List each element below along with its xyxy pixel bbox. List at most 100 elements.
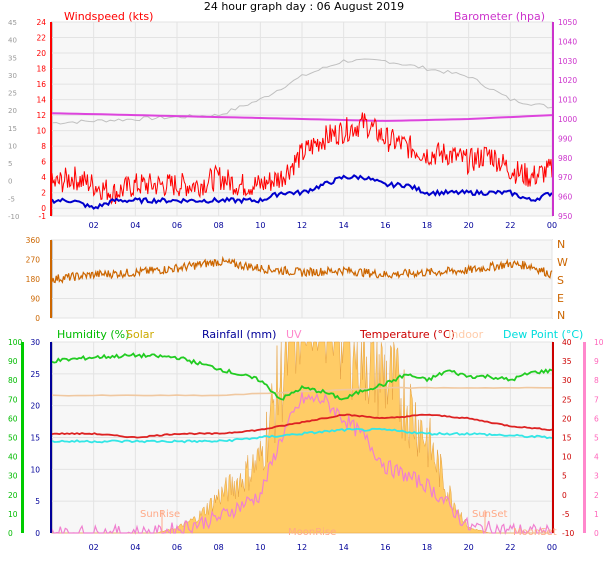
x-tick-label: 10 (255, 543, 265, 552)
outer-tick-label: 45 (8, 19, 17, 27)
baro-tick-label: 960 (558, 193, 573, 202)
temperature-tick-label: 5 (562, 472, 567, 481)
baro-tick-label: 970 (558, 173, 573, 182)
wind-tick-label: -1 (39, 212, 47, 221)
uv-tick-label: 8 (594, 376, 599, 385)
x-tick-label: 00 (547, 543, 557, 552)
outer-tick-label: 20 (8, 107, 17, 115)
x-tick-label: 08 (214, 543, 224, 552)
rainfall-tick-label: 0 (35, 529, 40, 538)
wind-tick-label: 10 (36, 127, 46, 136)
x-tick-label: 12 (297, 221, 307, 230)
legend-rainfall: Rainfall (mm) (202, 328, 276, 341)
rainfall-tick-label: 30 (30, 338, 40, 347)
humidity-tick-label: 40 (8, 453, 18, 462)
x-tick-label: 22 (505, 221, 515, 230)
humidity-tick-label: 0 (8, 529, 13, 538)
humidity-tick-label: 70 (8, 395, 18, 404)
x-tick-label: 20 (464, 543, 474, 552)
x-tick-label: 12 (297, 543, 307, 552)
humidity-tick-label: 50 (8, 434, 18, 443)
uv-line (51, 392, 552, 535)
x-tick-label: 20 (464, 221, 474, 230)
uv-tick-label: 2 (594, 491, 599, 500)
temperature-tick-label: 15 (562, 434, 572, 443)
dir-label-s: S (557, 274, 564, 287)
dir-label-n-top: N (557, 238, 565, 251)
uv-tick-label: 9 (594, 357, 599, 366)
temperature-tick-label: 30 (562, 376, 572, 385)
dir-label-w: W (557, 256, 568, 269)
direction-tick-label: 0 (35, 314, 40, 323)
wind-tick-label: 8 (41, 142, 46, 151)
rainfall-tick-label: 20 (30, 402, 40, 411)
rainfall-tick-label: 5 (35, 497, 40, 506)
baro-tick-label: 980 (558, 154, 573, 163)
uv-tick-label: 3 (594, 472, 599, 481)
wind-gust-line (51, 112, 553, 205)
outer-tick-label: 25 (8, 90, 17, 98)
legend-uv: UV (286, 328, 302, 341)
rainfall-tick-label: 10 (30, 465, 40, 474)
wind-tick-label: 6 (41, 158, 46, 167)
x-tick-label: 18 (422, 221, 432, 230)
x-tick-label: 16 (380, 221, 390, 230)
direction-tick-label: 180 (26, 275, 41, 284)
humidity-tick-label: 100 (8, 338, 23, 347)
baro-tick-label: 1030 (558, 57, 577, 66)
wind-tick-label: 22 (36, 34, 46, 43)
chart-title: 24 hour graph day : 06 August 2019 (204, 0, 404, 13)
legend-indoor: Indoor (448, 328, 484, 341)
windspeed-axis-label: Windspeed (kts) (64, 10, 153, 23)
uv-axis-bar (583, 342, 586, 533)
direction-tick-label: 360 (26, 236, 41, 245)
x-tick-label: 08 (214, 221, 224, 230)
temperature-tick-label: 40 (562, 338, 572, 347)
outer-tick-label: -10 (8, 213, 19, 221)
x-tick-label: 16 (380, 543, 390, 552)
annotation-sunrise: SunRise (140, 509, 180, 520)
wind-tick-label: 20 (36, 49, 46, 58)
legend-humidity: Humidity (%) (57, 328, 129, 341)
x-tick-label: 04 (130, 543, 140, 552)
annotation-moonrise: MoonRise (288, 527, 336, 538)
humidity-line (51, 352, 553, 401)
temperature-tick-label: -10 (562, 529, 574, 538)
temperature-tick-label: -5 (562, 510, 570, 519)
x-tick-label: 10 (255, 221, 265, 230)
temperature-tick-label: 20 (562, 414, 572, 423)
x-tick-label: 00 (547, 221, 557, 230)
outer-tick-label: 30 (8, 72, 17, 80)
humidity-tick-label: 10 (8, 510, 18, 519)
wind-tick-label: 24 (36, 18, 46, 27)
wind-direction-line (51, 255, 553, 284)
x-tick-label: 02 (89, 221, 99, 230)
uv-tick-label: 0 (594, 529, 599, 538)
dir-label-e: E (557, 292, 564, 305)
axes: -102468101214161820222495096097098099010… (8, 18, 604, 552)
legend-dewpoint: Dew Point (°C) (503, 328, 583, 341)
x-tick-label: 18 (422, 543, 432, 552)
outer-tick-label: 5 (8, 160, 12, 168)
uv-tick-label: 1 (594, 510, 599, 519)
uv-tick-label: 4 (594, 453, 599, 462)
wind-average-line (51, 174, 553, 210)
legend-temperature: Temperature (°C) (359, 328, 455, 341)
humidity-tick-label: 20 (8, 491, 18, 500)
uv-tick-label: 7 (594, 395, 599, 404)
data-series (51, 58, 553, 535)
temperature-tick-label: 25 (562, 395, 572, 404)
annotation-moonset: MoonSet (513, 527, 557, 538)
humidity-tick-label: 30 (8, 472, 18, 481)
wind-tick-label: 16 (36, 80, 46, 89)
uv-tick-label: 5 (594, 434, 599, 443)
baro-tick-label: 990 (558, 134, 573, 143)
temperature-line (51, 413, 553, 439)
outer-tick-label: 10 (8, 142, 17, 150)
rainfall-tick-label: 15 (30, 434, 40, 443)
outer-tick-label: -5 (8, 195, 15, 203)
wind-tick-label: 2 (41, 189, 46, 198)
wind-tick-label: 4 (41, 173, 46, 182)
x-tick-label: 06 (172, 543, 182, 552)
